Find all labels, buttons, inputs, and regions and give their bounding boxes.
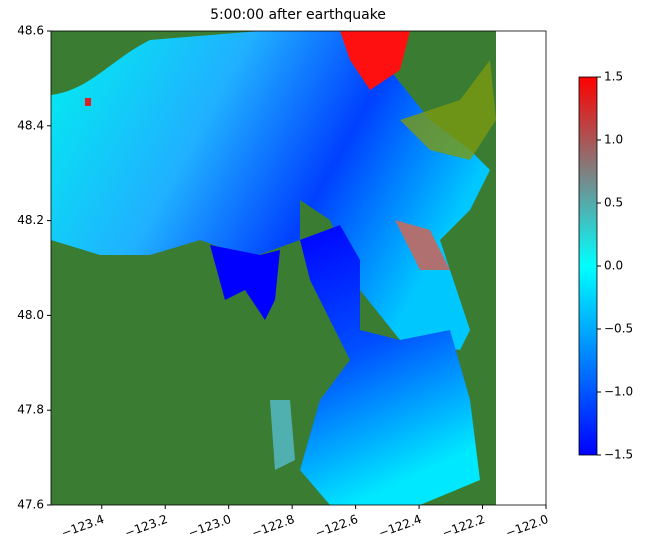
colorbar-tick-label: 0.5 (604, 196, 623, 210)
colorbar-tick-label: −1.0 (604, 385, 633, 399)
colorbar-tick-label: 1.5 (604, 70, 623, 84)
x-tick-label: −122.8 (250, 512, 297, 540)
colorbar (578, 76, 598, 456)
water (340, 31, 410, 90)
x-tick-label: −122.0 (504, 512, 551, 540)
water (395, 220, 450, 270)
x-tick-label: −123.2 (123, 512, 170, 540)
x-tick-label: −122.2 (440, 512, 487, 540)
y-tick-label: 48.0 (17, 308, 44, 322)
plot-frame (50, 30, 547, 506)
y-tick-label: 48.2 (17, 213, 44, 227)
x-tick-label: −122.4 (377, 512, 424, 540)
land (400, 60, 496, 160)
x-tick-label: −123.0 (186, 512, 233, 540)
colorbar-tick-label: 0.0 (604, 259, 623, 273)
y-tick-label: 47.8 (17, 403, 44, 417)
water (300, 225, 480, 505)
colorbar-tick-label: 1.0 (604, 133, 623, 147)
y-tick-label: 48.6 (17, 24, 44, 38)
colorbar-tick-label: −0.5 (604, 322, 633, 336)
map (51, 31, 496, 505)
water (85, 98, 91, 106)
water (210, 245, 280, 320)
water (51, 31, 490, 350)
y-tick-label: 48.4 (17, 118, 44, 132)
x-tick-label: −123.4 (59, 512, 106, 540)
water (270, 400, 295, 470)
x-tick-label: −122.6 (313, 512, 360, 540)
colorbar-tick-label: −1.5 (604, 448, 633, 462)
chart-title: 5:00:00 after earthquake (210, 7, 386, 23)
y-tick-label: 47.6 (17, 498, 44, 512)
